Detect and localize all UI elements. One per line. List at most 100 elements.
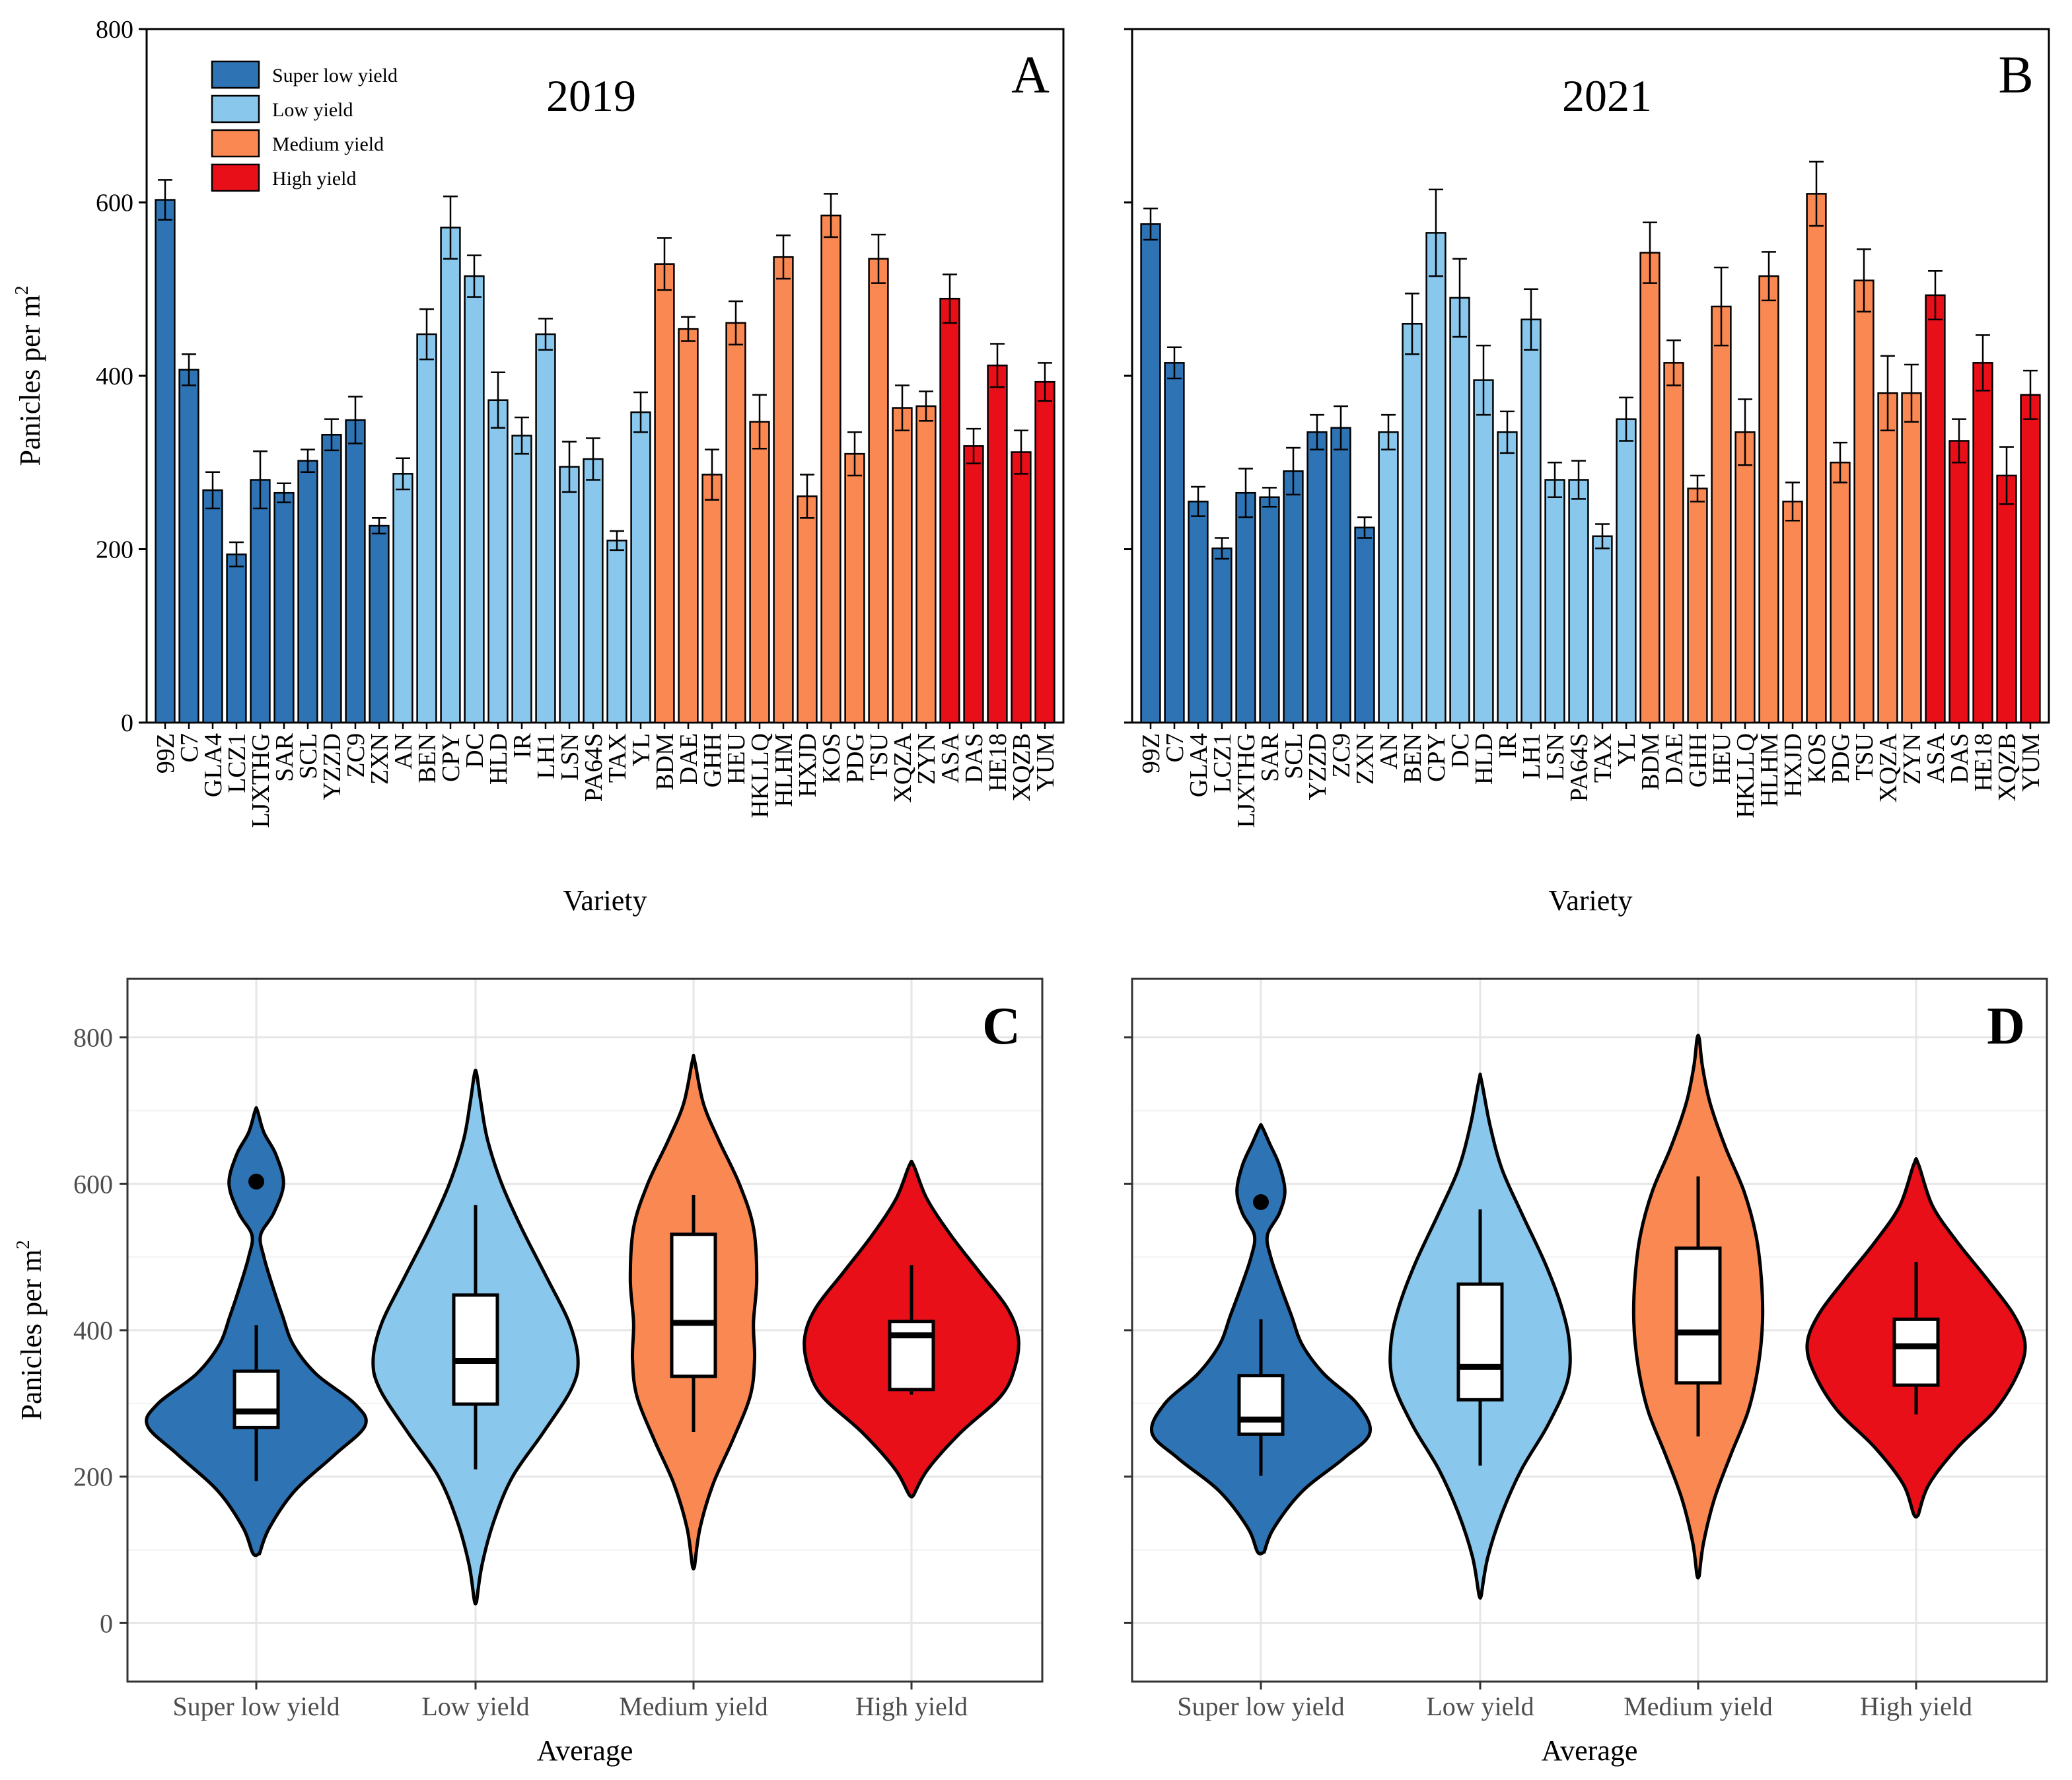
bar (749, 421, 770, 724)
chart-title: 2021 (1562, 71, 1652, 121)
bar (1497, 431, 1518, 724)
bar (1972, 362, 1993, 724)
x-tick-label: LJXTHG (1232, 733, 1260, 828)
x-tick-label: SCL (1280, 733, 1308, 779)
bar (654, 263, 675, 724)
x-tick-label: HLHM (1756, 733, 1783, 807)
panel-label: A (1011, 46, 1050, 104)
x-tick-label: GHH (699, 733, 727, 787)
x-tick-label: TSU (1851, 733, 1878, 781)
x-tick-label: C7 (1161, 733, 1189, 762)
x-tick-label: ZC9 (342, 733, 370, 778)
x-tick-label: High yield (855, 1691, 968, 1721)
x-tick-label: YZZD (1304, 733, 1332, 800)
x-tick-label: HKLLQ (746, 733, 774, 818)
y-axis-label: Panicles per m2 (12, 285, 46, 466)
x-tick-label: IR (1494, 732, 1522, 758)
bar (392, 473, 413, 724)
x-tick-label: LCZ1 (223, 733, 251, 793)
plot-frame (1131, 978, 2048, 1683)
x-tick-label: HE18 (984, 733, 1012, 792)
x-tick-label: HLD (485, 733, 513, 785)
x-axis-label: Average (537, 1734, 633, 1767)
bar-panel-A: 0 200 400 600 800 99ZC7GLA4LCZ1LJXTHGSARSCLYZ… (12, 16, 1065, 917)
y-tick-label: 400 (96, 363, 133, 390)
x-tick-label: PA64S (1565, 733, 1593, 802)
bar (1877, 392, 1898, 724)
x-tick-label: YUM (2017, 733, 2045, 792)
x-tick-label: LSN (556, 733, 584, 781)
x-tick-label: CPY (1423, 733, 1450, 782)
x-tick-label: LCZ1 (1209, 733, 1236, 793)
legend-label: Super low yield (272, 65, 398, 87)
x-tick-label: HXJD (1779, 733, 1807, 797)
box (232, 1369, 280, 1429)
x-tick-label: CPY (437, 733, 465, 782)
y-axis-label-superscript: 2 (12, 285, 32, 295)
outlier-point (248, 1174, 264, 1190)
bar (1164, 362, 1185, 724)
bar (1544, 479, 1565, 724)
bar (1568, 479, 1589, 724)
x-tick-label: YUM (1032, 733, 1059, 792)
x-tick-label: PA64S (580, 733, 608, 802)
bar (1283, 470, 1304, 724)
x-tick-label: Medium yield (1624, 1691, 1773, 1721)
y-tick-label: 200 (96, 536, 133, 564)
bar (773, 256, 794, 724)
bar (250, 479, 271, 724)
x-tick-label: SCL (295, 733, 322, 779)
bar (701, 474, 723, 724)
bar (464, 275, 485, 724)
bar (1663, 362, 1684, 724)
panel-label: D (1987, 997, 2025, 1055)
legend-label: Low yield (272, 99, 353, 121)
x-tick-label: C7 (176, 733, 203, 762)
x-tick-label: BDM (1637, 733, 1664, 791)
bar (1449, 297, 1470, 724)
y-tick-label: 400 (73, 1316, 113, 1345)
x-tick-label: BEN (413, 733, 441, 783)
bar (678, 328, 699, 724)
bar (797, 495, 818, 724)
x-axis-label: Average (1542, 1734, 1638, 1767)
x-tick-label: DAS (960, 733, 988, 783)
legend-label: High yield (272, 168, 357, 190)
bar (178, 369, 199, 724)
bar (321, 434, 342, 724)
bar (1306, 431, 1328, 724)
x-tick-label: HKLLQ (1732, 733, 1760, 818)
box (1674, 1246, 1722, 1385)
bar (1140, 223, 1161, 724)
y-axis-label: Panicles per m2 (13, 1240, 48, 1420)
bar (155, 199, 176, 724)
bar (915, 405, 937, 724)
x-tick-label: HE18 (1970, 733, 1997, 792)
legend: Super low yield Low yield Medium yield High… (211, 60, 398, 192)
y-tick-label: 800 (96, 16, 133, 44)
y-axis-label-superscript: 2 (13, 1240, 34, 1249)
x-tick-label: LJXTHG (247, 733, 275, 828)
bar (820, 214, 841, 724)
bar (1473, 379, 1494, 724)
x-tick-label: AN (1375, 733, 1403, 769)
bar (583, 458, 604, 724)
panel-label: C (982, 997, 1020, 1055)
bar (1782, 501, 1803, 724)
x-tick-label: ZYN (913, 733, 941, 785)
x-tick-label: YL (1613, 733, 1641, 767)
x-tick-label: GLA4 (1185, 733, 1213, 797)
bar (1011, 451, 1032, 724)
x-tick-label: ASA (937, 732, 964, 783)
bar (440, 227, 461, 724)
x-tick-label: TAX (604, 733, 631, 783)
legend-swatch (211, 163, 260, 192)
x-tick-label: YL (627, 733, 655, 767)
bar (1259, 496, 1280, 724)
bar (939, 297, 960, 724)
bar (1806, 193, 1827, 724)
x-tick-label: HLHM (770, 733, 798, 807)
bar (1520, 318, 1542, 724)
x-tick-label: XQZA (889, 732, 917, 802)
x-tick-label: ZC9 (1328, 733, 1355, 778)
